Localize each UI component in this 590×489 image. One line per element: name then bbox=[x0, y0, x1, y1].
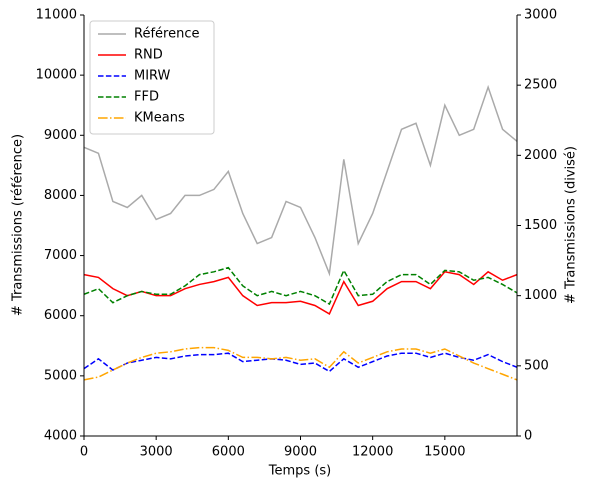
y-tick-label: 10000 bbox=[36, 68, 77, 83]
y2-tick-label: 500 bbox=[524, 358, 549, 373]
legend-label: KMeans bbox=[134, 111, 185, 126]
x-tick-label: 9000 bbox=[284, 445, 317, 460]
series-line bbox=[83, 266, 518, 306]
legend-label: MIRW bbox=[134, 69, 171, 84]
y-tick-label: 4000 bbox=[44, 429, 77, 444]
series-line bbox=[83, 346, 518, 381]
y2-tick-label: 1000 bbox=[524, 288, 557, 303]
y-axis-label: # Transmissions (référence) bbox=[11, 134, 26, 316]
series-line bbox=[83, 270, 518, 315]
y2-tick-label: 3000 bbox=[524, 8, 557, 23]
y-tick-label: 6000 bbox=[44, 308, 77, 323]
x-tick-label: 15000 bbox=[424, 445, 465, 460]
y2-tick-label: 2000 bbox=[524, 148, 557, 163]
y-tick-label: 8000 bbox=[44, 188, 77, 203]
y-tick-label: 9000 bbox=[44, 128, 77, 143]
y-tick-label: 11000 bbox=[36, 8, 77, 23]
y2-tick-label: 2500 bbox=[524, 78, 557, 93]
legend-label: FFD bbox=[134, 90, 159, 105]
legend: Référence RND MIRW FFD KMeans bbox=[89, 20, 215, 135]
y2-tick-label: 0 bbox=[524, 429, 532, 444]
x-tick-label: 3000 bbox=[140, 445, 173, 460]
y-tick-label: 5000 bbox=[44, 368, 77, 383]
x-tick-label: 6000 bbox=[212, 445, 245, 460]
series-line bbox=[83, 352, 518, 373]
x-tick-label: 12000 bbox=[352, 445, 393, 460]
x-tick-label: 0 bbox=[80, 445, 88, 460]
y2-axis-label: # Transmissions (divisé) bbox=[564, 146, 579, 304]
legend-label: RND bbox=[134, 48, 163, 63]
legend-box bbox=[89, 20, 215, 135]
series-line bbox=[83, 84, 518, 277]
x-axis-label: Temps (s) bbox=[268, 464, 331, 479]
legend-label: Référence bbox=[134, 27, 199, 42]
y-tick-label: 7000 bbox=[44, 248, 77, 263]
y2-tick-label: 1500 bbox=[524, 218, 557, 233]
